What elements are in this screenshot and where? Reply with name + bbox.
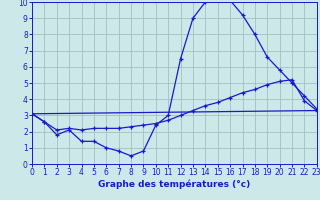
X-axis label: Graphe des températures (°c): Graphe des températures (°c) [98,180,251,189]
